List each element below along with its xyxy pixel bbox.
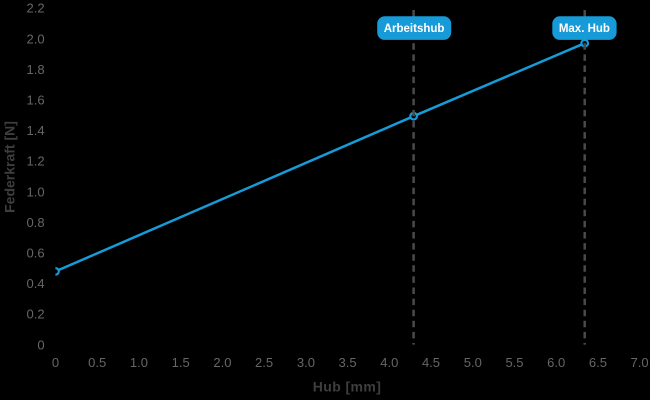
svg-text:4.0: 4.0 xyxy=(380,355,398,370)
svg-text:7.0: 7.0 xyxy=(631,355,649,370)
svg-text:4.5: 4.5 xyxy=(422,355,440,370)
svg-text:0.4: 0.4 xyxy=(27,276,45,291)
svg-text:1.0: 1.0 xyxy=(27,184,45,199)
svg-text:1.0: 1.0 xyxy=(130,355,148,370)
svg-text:6.5: 6.5 xyxy=(589,355,607,370)
svg-text:5.0: 5.0 xyxy=(464,355,482,370)
svg-text:Hub [mm]: Hub [mm] xyxy=(313,379,382,395)
svg-text:3.5: 3.5 xyxy=(339,355,357,370)
svg-text:Arbeitshub: Arbeitshub xyxy=(384,23,445,35)
svg-text:3.0: 3.0 xyxy=(297,355,315,370)
svg-text:2.0: 2.0 xyxy=(27,31,45,46)
svg-text:0: 0 xyxy=(52,355,59,370)
svg-text:2.2: 2.2 xyxy=(27,1,45,16)
svg-text:1.6: 1.6 xyxy=(27,93,45,108)
svg-text:0.5: 0.5 xyxy=(88,355,106,370)
svg-text:6.0: 6.0 xyxy=(547,355,565,370)
svg-text:1.8: 1.8 xyxy=(27,62,45,77)
svg-text:1.2: 1.2 xyxy=(27,154,45,169)
svg-text:1.5: 1.5 xyxy=(172,355,190,370)
svg-text:Max. Hub: Max. Hub xyxy=(559,23,610,35)
svg-text:2.0: 2.0 xyxy=(213,355,231,370)
svg-text:0.8: 0.8 xyxy=(27,215,45,230)
svg-text:Federkraft [N]: Federkraft [N] xyxy=(2,121,18,213)
svg-text:0.2: 0.2 xyxy=(27,307,45,322)
svg-text:0: 0 xyxy=(37,337,44,352)
svg-text:0.6: 0.6 xyxy=(27,246,45,261)
svg-text:1.4: 1.4 xyxy=(27,123,45,138)
svg-text:5.5: 5.5 xyxy=(505,355,523,370)
svg-text:2.5: 2.5 xyxy=(255,355,273,370)
